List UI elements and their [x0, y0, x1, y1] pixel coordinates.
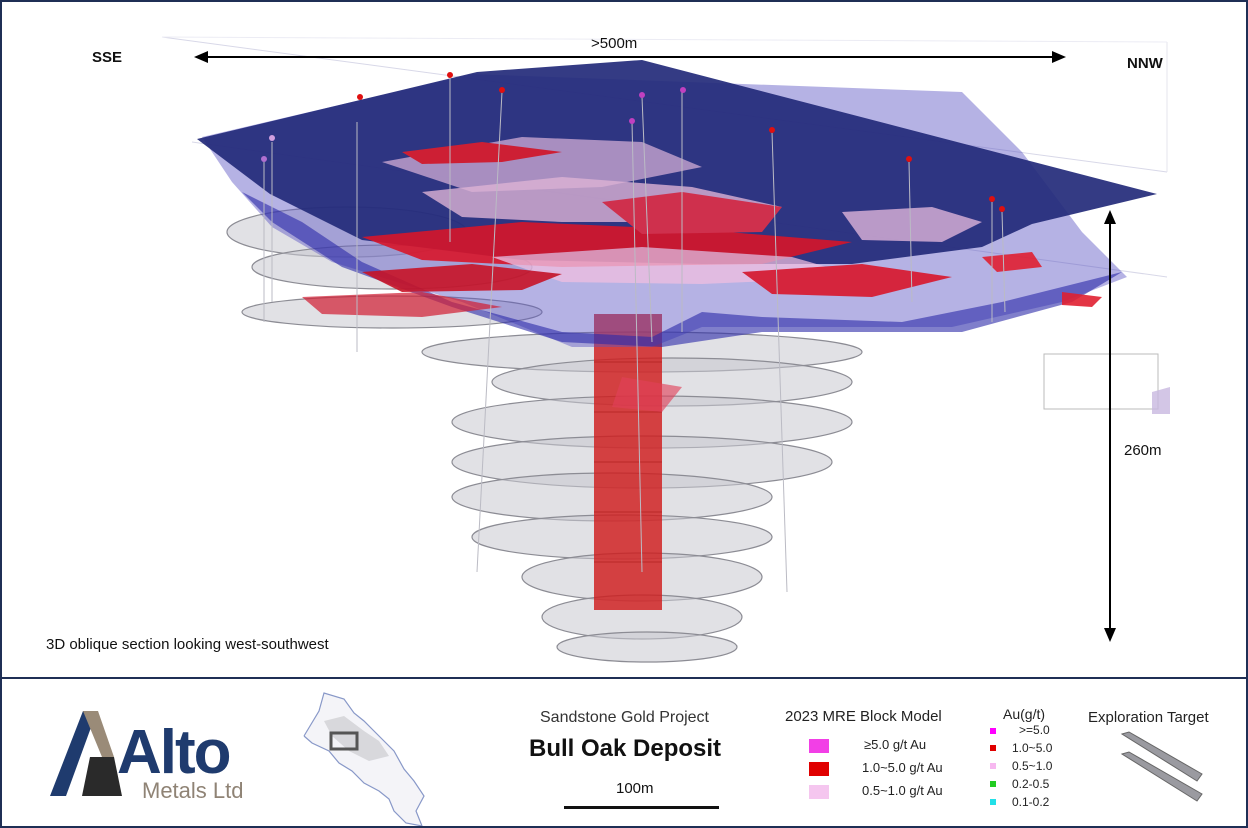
alto-logo-mark: [50, 711, 122, 796]
block-model-title: 2023 MRE Block Model: [785, 708, 942, 725]
au-title: Au(g/t): [1003, 706, 1046, 722]
au-label-01-02: 0.1-0.2: [1012, 795, 1050, 809]
block-model-label-05-1: 0.5~1.0 g/t Au: [862, 783, 943, 798]
au-swatch-05-1: [990, 763, 996, 769]
nnw-direction-label: NNW: [1127, 55, 1163, 72]
deposit-name: Bull Oak Deposit: [529, 735, 722, 762]
au-label-02-05: 0.2-0.5: [1012, 777, 1050, 791]
block-model-label-1-5: 1.0~5.0 g/t Au: [862, 760, 943, 775]
depth-label: 260m: [1124, 442, 1162, 459]
au-label-1-5: 1.0~5.0: [1012, 741, 1053, 755]
3d-view: SSE NNW >500m 260m 3D oblique section lo…: [2, 2, 1246, 677]
width-label: >500m: [591, 35, 638, 52]
au-swatch-5: [990, 728, 996, 734]
view-caption: 3D oblique section looking west-southwes…: [46, 636, 329, 653]
deposit-model-graphic: [161, 36, 1170, 663]
block-model-swatch-05-1: [809, 785, 829, 799]
block-model-swatch-1-5: [809, 762, 829, 776]
exploration-target-symbol: [1120, 731, 1203, 802]
au-swatch-02-05: [990, 781, 996, 787]
scale-label: 100m: [616, 780, 654, 797]
logo-subtitle: Metals Ltd: [142, 778, 244, 803]
project-name: Sandstone Gold Project: [540, 709, 709, 726]
exploration-target-title: Exploration Target: [1088, 709, 1209, 726]
au-swatch-1-5: [990, 745, 996, 751]
au-label-5: >=5.0: [1019, 723, 1050, 737]
scale-bar: [564, 806, 719, 809]
block-model-label-5: ≥5.0 g/t Au: [864, 737, 927, 752]
logo-name: Alto: [117, 718, 232, 787]
legend-panel: Alto Metals Ltd Sandstone Gold Project B…: [2, 679, 1246, 826]
au-swatch-01-02: [990, 799, 996, 805]
location-map: [303, 692, 425, 826]
au-label-05-1: 0.5~1.0: [1012, 759, 1053, 773]
legend-divider: [2, 677, 1246, 679]
sse-direction-label: SSE: [92, 49, 123, 66]
block-model-swatch-5: [809, 739, 829, 753]
